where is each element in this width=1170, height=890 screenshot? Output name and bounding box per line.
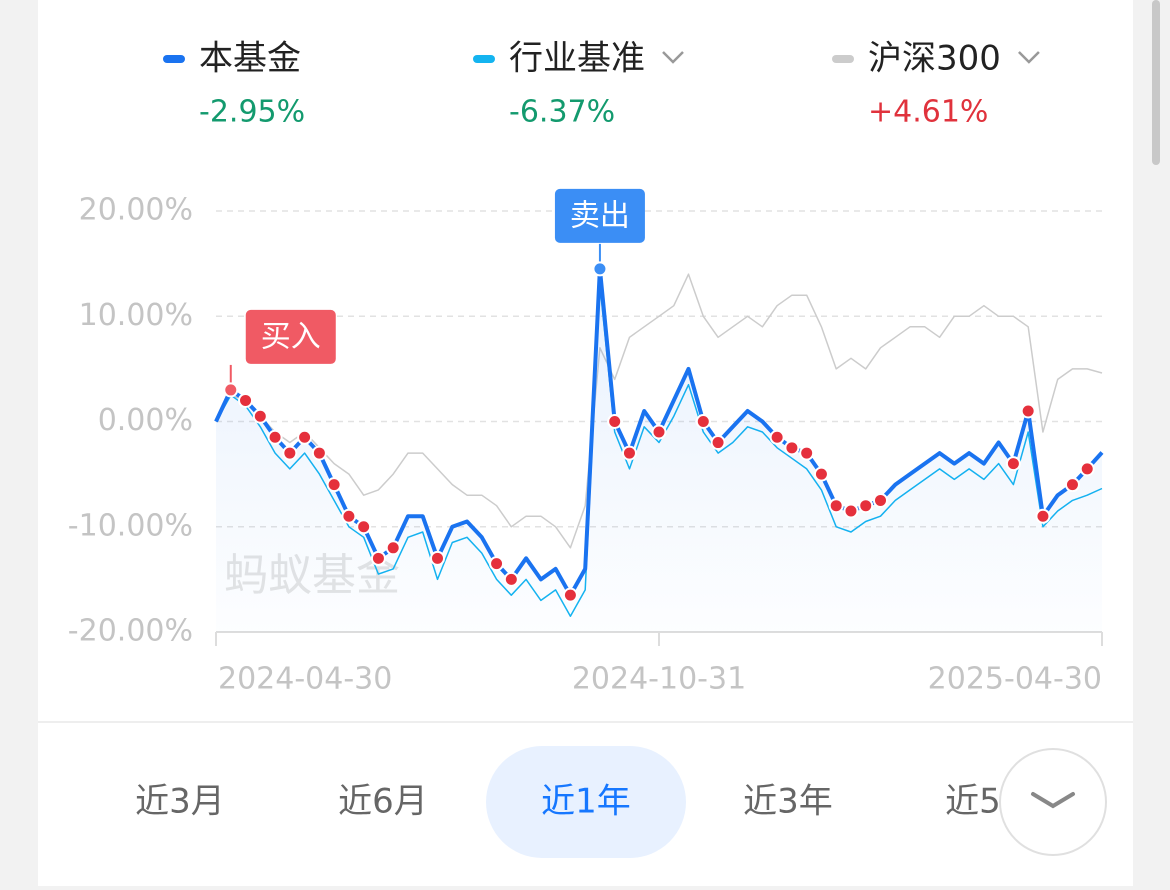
tab[interactable]: 近1年 <box>541 782 631 822</box>
trade-dot <box>651 424 667 440</box>
y-tick-label: 10.00% <box>79 298 193 333</box>
y-tick-label: 0.00% <box>98 403 193 438</box>
trade-dot <box>1064 477 1080 493</box>
trade-dot <box>562 587 578 603</box>
trade-dot <box>1079 461 1095 477</box>
trade-dot <box>238 392 254 408</box>
trade-dot <box>385 540 401 556</box>
y-tick-label: -20.00% <box>68 614 193 649</box>
annotation-dot <box>223 382 239 398</box>
trade-dot <box>607 414 623 429</box>
trade-dot <box>267 429 283 445</box>
trade-dot <box>252 408 268 424</box>
legend-swatch <box>163 55 185 63</box>
trade-dot <box>341 508 357 524</box>
annotation-label: 买入 <box>261 319 321 354</box>
trade-dot <box>503 571 519 587</box>
trade-dot <box>297 429 313 445</box>
x-tick-label: 2024-04-30 <box>218 662 392 697</box>
tab[interactable]: 近6月 <box>338 782 428 822</box>
legend-swatch <box>473 55 495 63</box>
trade-dot <box>1020 403 1036 419</box>
annotation-box <box>554 188 645 243</box>
y-tick-label: -10.00% <box>68 508 193 543</box>
trade-dot <box>710 435 726 451</box>
y-tick-label: 20.00% <box>79 193 193 228</box>
trade-dot <box>813 466 829 482</box>
expand-icon <box>1031 792 1075 809</box>
trade-dot <box>1005 456 1021 472</box>
legend-label: 本基金 <box>199 39 301 79</box>
trade-dot <box>843 503 859 519</box>
area <box>216 268 1102 632</box>
trade-dot <box>370 550 386 566</box>
trade-dot <box>873 492 888 508</box>
legend-return: -2.95% <box>199 95 305 130</box>
trade-dot <box>326 477 342 493</box>
series-line <box>215 273 1103 549</box>
tab-active-bg <box>486 746 686 858</box>
legend-return: -6.37% <box>509 95 615 130</box>
trade-dot <box>1035 508 1051 524</box>
trade-dot <box>769 429 785 445</box>
trade-dot <box>799 445 815 461</box>
annotation-dot <box>592 261 608 277</box>
trade-dot <box>858 498 874 514</box>
trade-dot <box>356 519 372 535</box>
dropdown-arrow <box>1018 51 1040 64</box>
legend-return: +4.61% <box>868 95 988 130</box>
trade-dot <box>489 556 505 572</box>
scrollbar <box>1152 0 1160 165</box>
trade-dot <box>621 445 637 461</box>
expand-button[interactable] <box>999 748 1107 856</box>
annotation-label: 卖出 <box>570 198 630 233</box>
tab[interactable]: 近3年 <box>743 782 833 822</box>
trade-dot <box>828 498 844 514</box>
x-tick-label: 2025-04-30 <box>928 662 1102 697</box>
legend-swatch <box>832 55 854 63</box>
trade-dot <box>311 445 327 461</box>
tab[interactable]: 近3月 <box>135 782 225 822</box>
trade-dot <box>784 440 800 456</box>
x-tick-label: 2024-10-31 <box>572 662 746 697</box>
dropdown-arrow <box>662 51 684 64</box>
trade-dot <box>430 550 445 566</box>
annotation-box <box>245 309 336 364</box>
legend-label: 行业基准 <box>509 39 645 79</box>
trade-dot <box>282 445 298 461</box>
legend-label: 沪深300 <box>868 39 1001 79</box>
trade-dot <box>695 414 711 429</box>
